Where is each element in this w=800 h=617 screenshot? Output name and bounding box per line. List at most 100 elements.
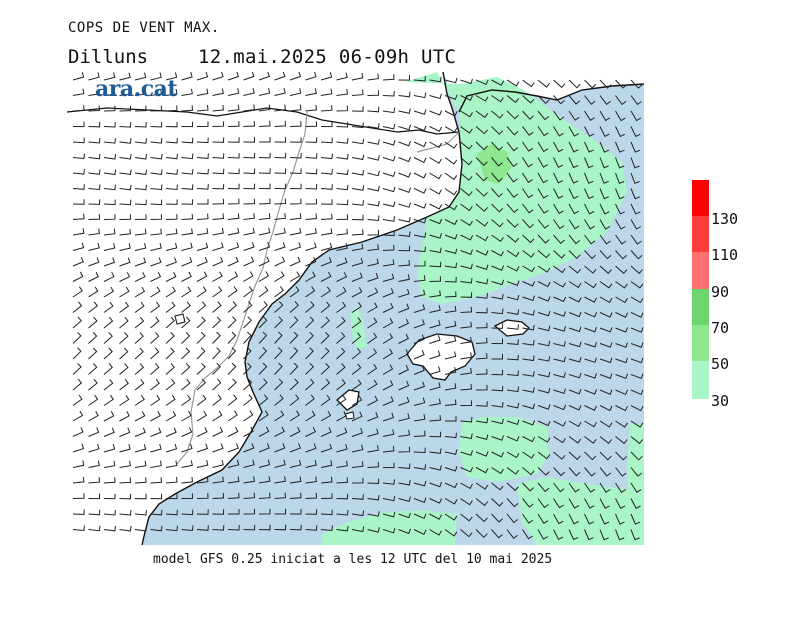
wind-barb <box>460 367 472 375</box>
wind-barb <box>615 296 628 304</box>
wind-barb <box>72 153 85 160</box>
wind-barb <box>506 250 520 258</box>
wind-barb <box>212 198 225 205</box>
wind-barb <box>615 529 625 541</box>
wind-barb <box>398 349 409 360</box>
forecast-datetime: 12.mai.2025 06-09h UTC <box>198 46 457 68</box>
wind-barb <box>88 316 98 329</box>
wind-barb <box>568 326 582 333</box>
wind-barb <box>134 169 148 176</box>
wind-barb <box>258 443 270 453</box>
wind-barb <box>444 498 458 505</box>
wind-barb <box>88 137 101 144</box>
wind-barb <box>134 493 147 500</box>
wind-barb <box>305 443 317 453</box>
wind-barb <box>630 79 643 89</box>
wind-barb <box>568 467 581 477</box>
wind-barb <box>103 427 115 437</box>
wind-barb <box>274 198 287 205</box>
wind-barb <box>444 248 458 255</box>
wind-barb <box>413 480 427 487</box>
wind-barb <box>274 331 283 344</box>
wind-barb <box>429 415 442 422</box>
wind-barb <box>88 214 101 220</box>
wind-barb <box>460 277 473 284</box>
wind-barb <box>274 152 287 159</box>
wind-barb <box>320 72 333 81</box>
wind-barb <box>522 219 534 229</box>
wind-barb <box>305 72 317 81</box>
wind-barb <box>553 234 565 245</box>
wind-barb <box>243 213 255 220</box>
wind-barb <box>568 482 580 493</box>
wind-barb <box>243 198 256 205</box>
wind-barb <box>398 231 411 237</box>
wind-barb <box>615 467 627 477</box>
wind-barb <box>367 229 379 236</box>
wind-barb <box>289 256 301 267</box>
wind-barb <box>196 168 209 175</box>
wind-barb <box>444 432 457 439</box>
wind-barb <box>150 242 162 251</box>
wind-barb <box>197 199 209 205</box>
wind-barb <box>413 334 425 344</box>
wind-barb <box>134 379 145 391</box>
colorbar-label: 90 <box>711 283 730 301</box>
wind-barb <box>398 216 411 223</box>
wind-barb <box>630 188 640 200</box>
wind-barb <box>227 362 237 375</box>
wind-barb <box>320 476 333 484</box>
forecast-day: Dilluns <box>68 46 149 68</box>
wind-barb <box>181 88 193 96</box>
wind-barb <box>227 426 239 437</box>
wind-barb <box>72 509 85 516</box>
wind-barb <box>134 411 146 422</box>
wind-barb <box>460 188 473 197</box>
inland-islet <box>174 313 186 325</box>
wind-barb <box>444 351 457 360</box>
wind-barb <box>630 265 643 275</box>
wind-barb <box>289 213 302 220</box>
wind-barb <box>165 394 176 406</box>
wind-barb <box>444 335 457 344</box>
wind-barb <box>305 183 318 190</box>
wind-barb <box>336 184 349 191</box>
wind-barb <box>413 513 427 520</box>
wind-barb <box>150 121 163 128</box>
wind-barb <box>351 243 364 251</box>
wind-barb <box>491 369 504 376</box>
wind-barb <box>134 122 147 128</box>
wind-barb <box>165 228 178 236</box>
wind-barb <box>444 291 457 298</box>
wind-barb <box>599 357 613 364</box>
wind-barb <box>351 287 363 298</box>
wind-barb <box>320 242 333 251</box>
wind-barb <box>181 394 192 406</box>
wind-barb <box>320 184 333 190</box>
wind-barb <box>568 372 582 379</box>
wind-barb <box>212 362 222 375</box>
wind-barb <box>506 172 518 183</box>
wind-barb <box>630 342 644 348</box>
wind-barb <box>258 362 268 375</box>
wind-barb <box>212 443 224 453</box>
wind-barb <box>72 137 85 144</box>
wind-barb <box>429 513 443 520</box>
wind-barb <box>212 183 225 190</box>
wind-barb <box>491 451 505 458</box>
wind-barb <box>227 198 240 205</box>
wind-barb <box>212 168 225 175</box>
map-title: COPS DE VENT MAX. <box>68 20 220 36</box>
wind-barb <box>491 323 504 329</box>
wind-barb <box>475 219 489 227</box>
wind-barb <box>429 350 441 360</box>
wind-barb <box>336 347 346 360</box>
wind-barb <box>475 368 488 375</box>
wind-barb <box>181 137 194 144</box>
wind-barb <box>289 242 302 251</box>
wind-barb <box>553 404 567 411</box>
wind-barb <box>181 410 192 422</box>
wind-barb <box>243 508 255 515</box>
wind-barb <box>274 271 285 282</box>
wind-barb <box>336 105 349 112</box>
